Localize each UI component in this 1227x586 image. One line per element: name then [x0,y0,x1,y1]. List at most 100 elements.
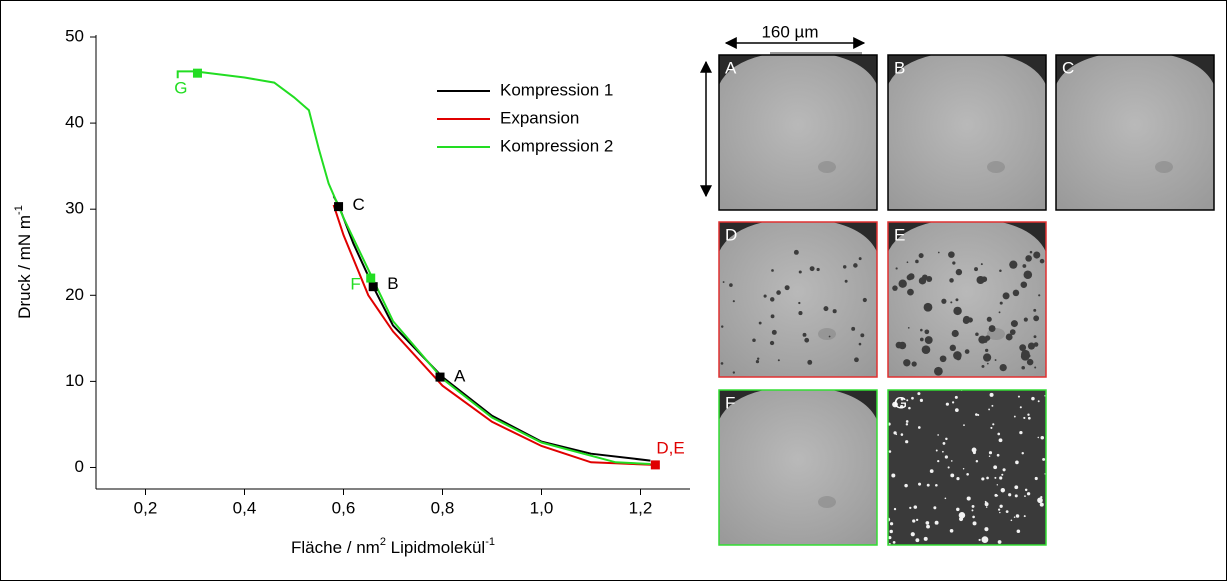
dark-domain [895,267,898,270]
bright-spot [906,399,909,402]
dark-domain [732,300,735,303]
dark-domain [798,311,803,316]
dark-domain [770,297,775,302]
bright-spot [908,406,911,410]
bright-spot [1027,416,1031,420]
bright-spot [1015,514,1020,518]
dark-domain [832,309,837,314]
micrograph-border [887,54,1047,211]
bright-spot [978,538,981,542]
micrograph-border [718,54,878,211]
bright-spot [1001,473,1004,476]
dark-domain [769,340,775,346]
dark-domain [950,301,953,304]
point-marker [366,273,376,283]
micrograph-corner [832,390,877,420]
x-tick-label: 0,8 [431,498,455,517]
dark-domain [949,278,954,283]
y-tick-label: 30 [65,199,84,218]
point-label: C [353,195,365,214]
x-tick-label: 0,6 [332,498,356,517]
bright-spot [981,536,989,544]
bright-spot [1037,497,1043,504]
dark-domain [752,338,756,343]
dark-domain [798,301,801,305]
x-tick-label: 0,4 [233,498,257,517]
legend-label: Kompression 2 [500,136,613,155]
bright-spot [1015,460,1019,465]
bright-spot [905,420,909,423]
dark-domain [798,270,802,274]
dark-domain [862,297,867,303]
micrograph-corner [719,55,764,85]
bright-spot [910,532,915,537]
micrograph-label: B [894,58,905,77]
bright-spot [993,465,998,470]
bright-spot [1014,494,1018,498]
bright-spot [1013,415,1016,418]
bright-spot [1037,400,1040,403]
bright-spot [988,455,991,458]
bright-spot [1008,493,1012,497]
bright-spot [956,507,960,512]
micrograph-corner [719,390,764,420]
micrograph-label: E [894,225,905,244]
bright-spot [900,397,904,401]
dark-domain [1027,342,1036,350]
point-label: D,E [656,438,684,457]
micrograph-bg [719,55,877,210]
dark-domain [854,357,859,363]
bright-spot [975,413,978,416]
y-tick-label: 50 [65,26,84,45]
bright-spot [925,521,930,525]
dark-domain [1034,366,1037,369]
dark-domain [1021,365,1025,370]
micrograph-spot [818,496,836,508]
dark-domain [828,335,831,338]
dark-domain [981,276,988,283]
bright-spot [958,516,964,522]
dark-domain [758,321,762,325]
bright-spot [892,401,898,408]
y-axis-title-part: -1 [13,205,25,215]
dark-domain [1029,250,1033,254]
dark-domain [771,329,777,335]
bright-spot [917,426,921,429]
y-tick-label: 20 [65,285,84,304]
dark-domain [1005,333,1013,341]
dark-domain [851,326,856,331]
legend-label: Expansion [500,108,579,127]
dark-domain [1021,349,1030,359]
bright-spot [999,476,1003,480]
dark-domain [1027,354,1031,358]
dark-domain [907,288,914,296]
bright-spot [963,424,965,427]
dark-domain [937,251,940,254]
bright-spot [971,509,974,512]
dark-domain [1033,315,1040,322]
bright-spot [989,392,994,397]
micrograph-label: F [725,393,735,412]
point-label: B [387,274,398,293]
point-marker [192,68,202,78]
bright-spot [972,451,976,455]
bright-spot [996,453,1000,457]
dark-domain [949,344,956,352]
bright-spot [1023,416,1026,420]
dark-domain [986,362,989,365]
dark-domain [771,269,774,272]
bright-spot [950,473,955,478]
dark-domain [1039,258,1045,264]
bright-spot [972,521,977,526]
dark-domain [763,294,767,298]
dark-domain [939,355,947,363]
bright-spot [1034,476,1038,481]
dark-domain [756,357,760,360]
dark-domain [898,279,907,288]
bright-spot [1019,431,1023,435]
dark-domain [770,314,775,319]
dark-domain [952,261,956,265]
micrograph-bg [719,390,877,545]
micrograph: B [887,54,1047,211]
point-label: A [454,367,466,386]
